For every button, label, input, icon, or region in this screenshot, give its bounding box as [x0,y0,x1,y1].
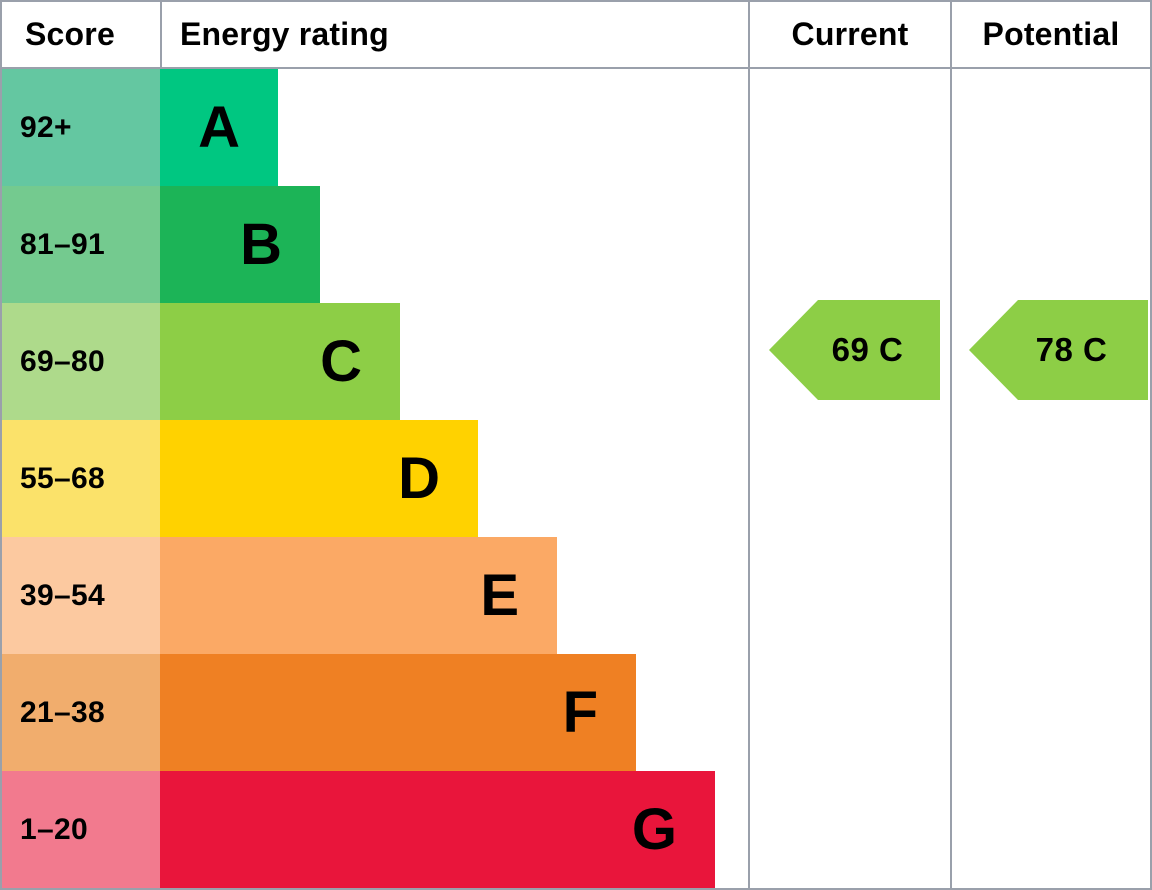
score-range-a: 92+ [2,69,160,186]
band-row-e: 39–54 E [2,537,748,654]
score-range-d: 55–68 [2,420,160,537]
band-row-b: 81–91 B [2,186,748,303]
header-current: Current [791,16,909,52]
potential-rating-arrow-icon: 78 C [969,300,1148,400]
rating-bar-c: C [160,303,400,420]
band-row-f: 21–38 F [2,654,748,771]
divider-score-column [160,2,162,67]
current-rating-arrow-icon: 69 C [769,300,940,400]
band-row-c: 69–80 C [2,303,748,420]
current-rating-label: 69 C [831,331,904,368]
header-score: Score [25,16,115,52]
rating-bar-a: A [160,69,278,186]
rating-bar-b: B [160,186,320,303]
rating-bar-f: F [160,654,636,771]
potential-rating-label: 78 C [1035,331,1108,368]
header-energy-rating: Energy rating [180,16,389,52]
band-row-a: 92+ A [2,69,748,186]
band-rows: 92+ A 81–91 B 69–80 C 55–68 D 39–54 E 21… [2,69,748,888]
rating-bar-d: D [160,420,478,537]
divider-current-column [748,2,750,888]
score-range-e: 39–54 [2,537,160,654]
score-range-b: 81–91 [2,186,160,303]
divider-potential-column [950,2,952,888]
score-range-g: 1–20 [2,771,160,888]
header-potential: Potential [982,16,1120,52]
rating-bar-e: E [160,537,557,654]
table-header: Score Energy rating Current Potential [2,2,1150,69]
band-row-d: 55–68 D [2,420,748,537]
rating-bar-g: G [160,771,715,888]
score-range-c: 69–80 [2,303,160,420]
score-range-f: 21–38 [2,654,160,771]
band-row-g: 1–20 G [2,771,748,888]
